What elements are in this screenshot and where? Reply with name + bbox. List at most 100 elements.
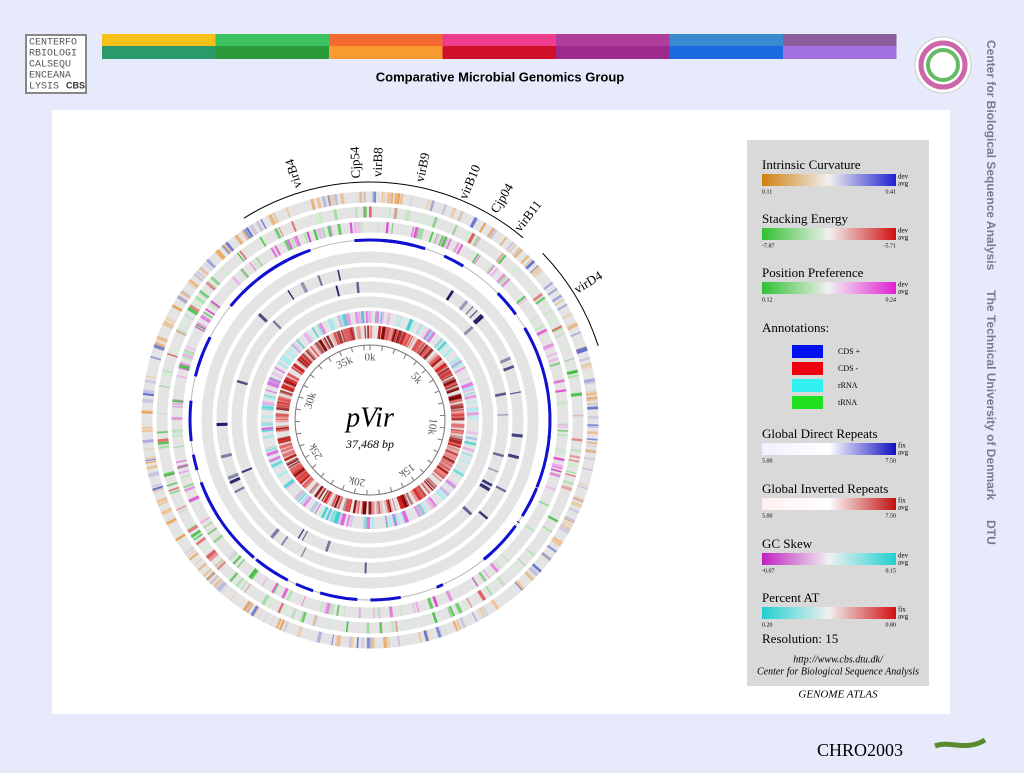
track-stripe [142,431,153,432]
track-stripe [362,311,363,323]
track-stripe [172,401,183,402]
track-stripe [571,394,582,395]
track-stripe [276,415,289,416]
track-stripe [398,193,399,204]
plasmid-name: pVir [344,402,394,433]
color-bar [329,46,443,59]
track-stripe [557,403,568,404]
color-bar [556,46,670,59]
track-stripe [172,403,183,404]
legend-min: 0.20 [762,622,773,628]
legend-title: Stacking Energy [762,211,849,226]
footer: CHRO2003 [817,740,903,760]
track-stripe [359,607,360,618]
legend-gradient [762,443,896,455]
legend-max: 0.24 [886,297,897,303]
side-text: The Technical University of Denmark [984,290,998,500]
track-stripe [172,406,183,407]
cds [549,425,550,439]
color-bar [783,46,897,59]
logo-line: LYSIS [29,82,59,93]
track-stripe [276,429,289,430]
track-stripe [385,207,386,218]
track-stripe [357,637,358,648]
track-stripe [172,431,183,432]
annotation-swatch [792,345,823,358]
track-stripe [451,409,464,410]
gene-label: virB8 [369,147,385,177]
legend-min: -0.07 [762,568,775,574]
legend-tag: avg [898,504,909,512]
legend-tag: avg [898,449,909,457]
track-stripe [382,192,383,203]
legend-title: Global Inverted Repeats [762,481,888,496]
legend-min: 5.00 [762,458,773,464]
annotation-label: CDS + [838,347,861,356]
legend-gradient [762,174,896,186]
track-stripe [387,313,389,325]
track-stripe [390,606,391,617]
track-stripe [342,193,343,204]
legend-max: 0.80 [886,622,897,628]
legend-gradient [762,553,896,565]
track-stripe [587,405,598,406]
track-stripe [379,326,380,339]
track-stripe [586,397,597,398]
color-bar [216,34,330,46]
track-stripe [388,637,389,648]
color-bar [443,34,557,46]
logo-line: ENCEANA [29,71,71,82]
legend-org: Center for Biological Sequence Analysis [757,666,919,677]
legend-tag: avg [898,613,909,621]
cds [518,522,519,523]
legend-title: GC Skew [762,536,813,551]
track-stripe [587,439,598,440]
track-stripe [158,443,169,444]
legend-min: 0.12 [762,297,773,303]
track-stripe [467,413,479,414]
track-stripe [157,432,168,433]
side-text: DTU [984,520,998,545]
track-stripe [351,222,352,233]
track-stripe [384,192,385,203]
track-stripe [381,622,382,633]
track-stripe [451,427,464,428]
track-stripe [350,637,351,648]
track-stripe [158,440,169,441]
side-text: Center for Biological Sequence Analysis [984,40,998,271]
track-stripe [262,408,274,409]
track-stripe [385,637,386,648]
track-stripe [261,428,273,429]
legend-gradient [762,607,896,619]
annotation-label: CDS - [838,364,859,373]
track-stripe [466,432,478,433]
track-stripe [364,501,365,514]
track-stripe [387,222,388,233]
track-stripe [172,435,183,436]
track-stripe [355,222,356,233]
logo-line: CENTERFO [29,38,77,49]
header-title: Comparative Microbial Genomics Group [376,69,625,84]
track-stripe [557,430,568,431]
legend-title: Position Preference [762,265,864,280]
track-stripe [339,224,341,235]
track-stripe [587,400,598,401]
plasmid-length: 37,468 bp [345,437,394,451]
track-stripe [451,412,464,413]
color-bar [783,34,897,46]
color-bar [102,34,216,46]
track-stripe [376,311,377,323]
track-stripe [359,326,361,339]
legend-tag: avg [898,288,909,296]
track-stripe [404,209,406,220]
logo-tag: CBS [66,80,85,90]
track-stripe [359,222,360,233]
legend-max: 0.15 [886,568,897,574]
gene-label: Cjp54 [347,146,364,179]
track-stripe [407,210,409,221]
track-stripe [392,621,393,632]
legend-tag: avg [898,559,909,567]
legend-tag: avg [898,180,909,188]
track-stripe [263,402,275,404]
track-stripe [158,446,169,447]
